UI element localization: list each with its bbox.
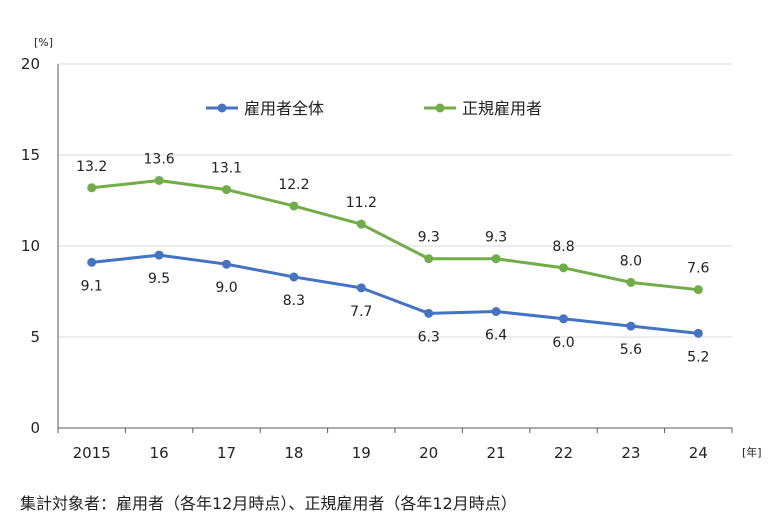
- x-tick-20: 20: [419, 444, 438, 462]
- data-label-s1-17: 9.0: [215, 280, 237, 296]
- data-point-s1-20: [424, 308, 434, 318]
- data-point-s2-20: [424, 254, 434, 264]
- data-label-s1-2015: 9.1: [81, 278, 103, 294]
- x-axis-ticks: 2015 16 17 18 19 20 21 22 23 24: [73, 444, 708, 462]
- x-axis-unit: [年]: [742, 445, 762, 459]
- series-line-1: [91, 253, 699, 335]
- y-tick-5: 5: [30, 328, 40, 346]
- legend: 雇用者全体 正規雇用者: [206, 99, 542, 118]
- series-group: 9.1 9.5 9.0 8.3 7.7 6.3 6.4 6.0 5.6 5.2 13.2 13.6 13…: [76, 151, 709, 365]
- x-tick-18: 18: [284, 444, 303, 462]
- footnote: 集計対象者：雇用者（各年12月時点）、正規雇用者（各年12月時点）: [20, 494, 517, 513]
- data-point-s1-18: [289, 272, 299, 282]
- data-point-s1-16: [154, 250, 164, 260]
- data-label-s2-19: 11.2: [346, 195, 377, 211]
- data-point-s1-21: [491, 307, 501, 317]
- data-label-s1-23: 5.6: [620, 342, 642, 358]
- data-point-s2-21: [491, 254, 501, 264]
- x-tick-23: 23: [621, 444, 640, 462]
- data-label-s2-21: 9.3: [485, 230, 507, 246]
- data-label-s2-18: 12.2: [278, 177, 309, 193]
- data-label-s1-19: 7.7: [350, 304, 372, 320]
- data-label-s2-20: 9.3: [418, 230, 440, 246]
- data-label-s2-2015: 13.2: [76, 159, 107, 175]
- x-tick-19: 19: [352, 444, 371, 462]
- data-label-s2-23: 8.0: [620, 253, 642, 269]
- x-tick-21: 21: [487, 444, 506, 462]
- data-point-s1-2015: [87, 257, 97, 267]
- axes: [57, 64, 733, 433]
- data-point-s1-24: [693, 328, 703, 338]
- data-label-s1-16: 9.5: [148, 271, 170, 287]
- data-label-s1-24: 5.2: [687, 349, 709, 365]
- data-point-s2-22: [559, 263, 568, 273]
- data-point-s2-17: [222, 185, 231, 195]
- y-tick-20: 20: [21, 55, 40, 73]
- x-tick-2015: 2015: [73, 444, 111, 462]
- x-tick-16: 16: [150, 444, 169, 462]
- x-tick-17: 17: [217, 444, 236, 462]
- data-point-s2-23: [626, 277, 636, 287]
- legend-marker-series-1: [217, 103, 227, 113]
- legend-label-series-1: 雇用者全体: [244, 99, 324, 118]
- data-label-s2-24: 7.6: [687, 261, 709, 277]
- legend-label-series-2: 正規雇用者: [462, 99, 542, 118]
- data-label-s2-16: 13.6: [144, 151, 175, 167]
- data-label-s1-20: 6.3: [418, 329, 440, 345]
- data-label-s1-22: 6.0: [552, 335, 574, 351]
- data-label-s2-17: 13.1: [211, 161, 242, 177]
- data-point-s2-18: [289, 201, 299, 211]
- data-point-s2-24: [693, 285, 703, 295]
- y-tick-0: 0: [30, 419, 40, 437]
- y-axis-ticks: 0 5 10 15 20: [21, 55, 40, 437]
- series-line-2: [91, 178, 699, 292]
- y-tick-10: 10: [21, 237, 40, 255]
- data-point-s1-17: [222, 259, 231, 269]
- data-label-s2-22: 8.8: [552, 239, 574, 255]
- legend-marker-series-2: [435, 103, 445, 113]
- data-label-s1-21: 6.4: [485, 328, 507, 344]
- y-axis-unit: [%]: [34, 36, 53, 49]
- data-point-s2-16: [154, 175, 164, 185]
- x-tick-24: 24: [689, 444, 708, 462]
- data-point-s1-23: [626, 321, 636, 331]
- data-label-s1-18: 8.3: [283, 293, 305, 309]
- x-tick-22: 22: [554, 444, 573, 462]
- y-tick-15: 15: [21, 146, 40, 164]
- gridlines: [58, 63, 732, 338]
- data-point-s1-19: [356, 283, 366, 293]
- data-point-s2-2015: [87, 183, 97, 193]
- data-point-s2-19: [356, 219, 366, 229]
- data-point-s1-22: [559, 314, 568, 324]
